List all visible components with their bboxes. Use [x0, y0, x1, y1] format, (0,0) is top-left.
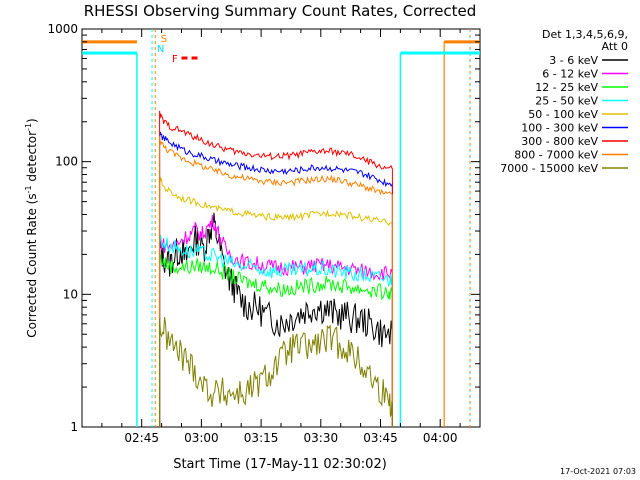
- timestamp: 17-Oct-2021 07:03: [560, 467, 636, 476]
- legend-label: 800 - 7000 keV: [514, 149, 598, 162]
- y-tick-label: 1000: [47, 22, 78, 36]
- series-line-3: [159, 234, 393, 427]
- series-line-4: [159, 176, 393, 427]
- series-line-1: [159, 214, 393, 427]
- y-tick-label: 10: [63, 287, 78, 301]
- x-tick-label: 03:30: [304, 431, 339, 445]
- series-line-7: [159, 136, 393, 427]
- series-line-0: [159, 212, 393, 427]
- chart-title: RHESSI Observing Summary Count Rates, Co…: [84, 2, 477, 20]
- y-tick-label: 1: [70, 420, 78, 434]
- x-tick-label: 03:00: [184, 431, 219, 445]
- x-tick-label: 03:15: [244, 431, 279, 445]
- legend-title-line1: Det 1,3,4,5,6,9,: [542, 28, 628, 41]
- legend-label: 300 - 800 keV: [521, 135, 598, 148]
- legend-label: 7000 - 15000 keV: [500, 162, 598, 175]
- series-line-6: [159, 110, 393, 427]
- flag-label-N: N: [157, 44, 164, 55]
- legend-label: 100 - 300 keV: [521, 122, 598, 135]
- series-layer: [159, 110, 393, 427]
- plot-frame: [81, 28, 481, 428]
- legend-label: 6 - 12 keV: [542, 68, 598, 81]
- x-axis-label: Start Time (17-May-11 02:30:02): [173, 457, 387, 472]
- legend-label: 50 - 100 keV: [528, 108, 598, 121]
- series-line-8: [159, 316, 393, 427]
- axes-layer: 02:45 03:00 03:15 03:30 03:45 04:00 1 10 100 1000: [47, 22, 481, 445]
- legend-label: 25 - 50 keV: [535, 95, 598, 108]
- legend-label: 3 - 6 keV: [549, 54, 598, 67]
- x-tick-label: 04:00: [423, 431, 458, 445]
- x-tick-label: 02:45: [124, 431, 159, 445]
- y-tick-label: 100: [55, 155, 78, 169]
- series-line-5: [159, 131, 393, 427]
- flags-layer: SNF: [82, 29, 480, 427]
- legend-title-line2: Att 0: [602, 40, 628, 53]
- series-line-2: [159, 254, 393, 427]
- flag-label-F: F: [172, 54, 178, 65]
- y-axis-label: Corrected Count Rate (s-1 detector-1): [24, 118, 39, 337]
- x-tick-label: 03:45: [363, 431, 398, 445]
- flag-label-S: S: [161, 34, 167, 45]
- legend-label: 12 - 25 keV: [535, 81, 598, 94]
